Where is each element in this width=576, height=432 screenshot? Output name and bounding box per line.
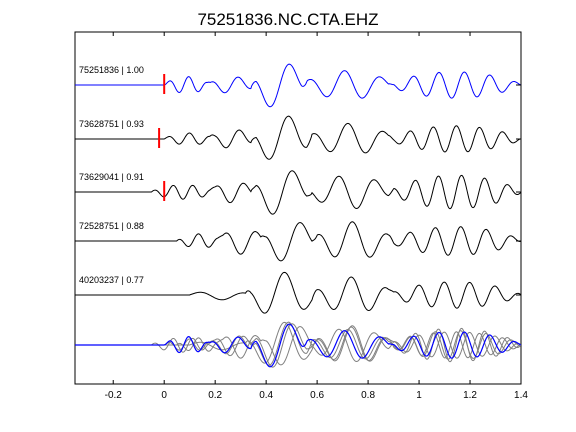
x-axis: -0.2 0 0.2 0.4 0.6 0.8 1 1.2 1.4 bbox=[105, 32, 528, 401]
trace-group: 75251836 | 1.00 73628751 | 0.93 73629041 |… bbox=[75, 63, 522, 314]
trace-1 bbox=[75, 63, 521, 108]
x-tick-label: 0.2 bbox=[208, 390, 222, 401]
stack-trace-2 bbox=[75, 321, 521, 366]
stack-trace-1 bbox=[75, 323, 521, 368]
trace-label-5: 40203237 | 0.77 bbox=[79, 275, 144, 285]
trace-5 bbox=[75, 271, 522, 314]
x-tick-label: 1 bbox=[416, 390, 422, 401]
stack-group bbox=[75, 321, 522, 368]
trace-3 bbox=[75, 170, 522, 215]
x-tick-label: 1.2 bbox=[463, 390, 477, 401]
trace-2 bbox=[75, 115, 521, 160]
trace-label-2: 73628751 | 0.93 bbox=[79, 119, 144, 129]
trace-4 bbox=[75, 221, 521, 262]
trace-label-3: 73629041 | 0.91 bbox=[79, 172, 144, 182]
x-tick-label: 0.8 bbox=[361, 390, 375, 401]
plot-frame bbox=[74, 31, 522, 385]
x-tick-label: 0 bbox=[161, 390, 167, 401]
trace-label-4: 72528751 | 0.88 bbox=[79, 221, 144, 231]
chart-title: 75251836.NC.CTA.EHZ bbox=[197, 10, 378, 29]
trace-label-1: 75251836 | 1.00 bbox=[79, 65, 144, 75]
x-tick-label: 0.6 bbox=[310, 390, 324, 401]
x-tick-label: 1.4 bbox=[514, 390, 528, 401]
x-tick-label: 0.4 bbox=[259, 390, 273, 401]
x-tick-label: -0.2 bbox=[105, 390, 123, 401]
